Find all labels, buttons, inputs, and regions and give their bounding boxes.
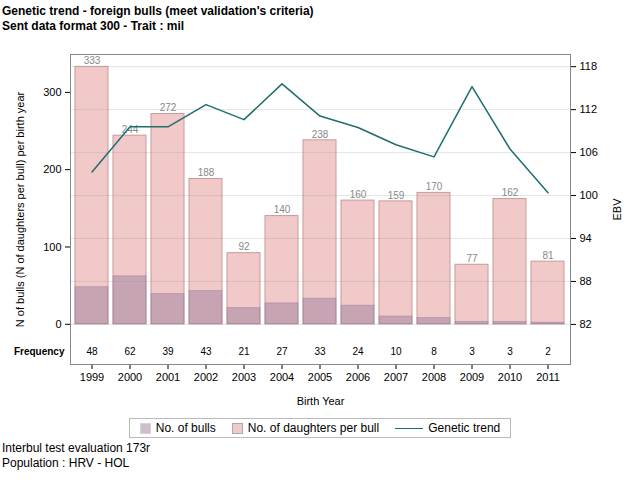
html-text:Population : HRV - HOL: Population : HRV - HOL — [2, 456, 130, 470]
html-text:Genetic trend - foreign bulls: Genetic trend - foreign bulls (meet vali… — [2, 4, 314, 18]
svg-text:118: 118 — [580, 60, 598, 72]
svg-text:62: 62 — [124, 346, 136, 357]
svg-text:2: 2 — [545, 346, 551, 357]
svg-text:48: 48 — [86, 346, 98, 357]
html-text:Interbul test evaluation 173r: Interbul test evaluation 173r — [2, 441, 151, 455]
svg-text:82: 82 — [580, 318, 592, 330]
svg-text:10: 10 — [390, 346, 402, 357]
svg-text:94: 94 — [580, 232, 592, 244]
svg-text:2003: 2003 — [232, 371, 256, 383]
html-text:No. of bulls: No. of bulls — [155, 421, 216, 435]
svg-text:170: 170 — [426, 181, 443, 192]
svg-text:3: 3 — [507, 346, 513, 357]
svg-text:100: 100 — [43, 241, 61, 253]
svg-text:2001: 2001 — [156, 371, 180, 383]
svg-text:N of bulls (N of daughters per: N of bulls (N of daughters per bull) per… — [14, 91, 26, 327]
svg-text:112: 112 — [580, 103, 598, 115]
svg-text:Birth Year: Birth Year — [297, 395, 345, 407]
svg-text:2011: 2011 — [536, 371, 560, 383]
html-text:Genetic trend: Genetic trend — [428, 421, 501, 435]
svg-text:162: 162 — [502, 187, 519, 198]
svg-text:140: 140 — [274, 204, 291, 215]
svg-text:160: 160 — [350, 189, 367, 200]
svg-text:333: 333 — [84, 55, 101, 66]
svg-text:27: 27 — [276, 346, 288, 357]
svg-text:33: 33 — [314, 346, 326, 357]
svg-text:106: 106 — [580, 146, 598, 158]
svg-text:2005: 2005 — [308, 371, 332, 383]
svg-text:2002: 2002 — [194, 371, 218, 383]
svg-text:159: 159 — [387, 189, 405, 201]
svg-text:39: 39 — [162, 346, 174, 357]
svg-text:Frequency: Frequency — [14, 346, 65, 357]
svg-text:2006: 2006 — [346, 371, 370, 383]
svg-text:2009: 2009 — [460, 371, 484, 383]
html-text:Sent data format 300 - Trait :: Sent data format 300 - Trait : mil — [2, 19, 184, 33]
svg-text:238: 238 — [312, 129, 329, 140]
svg-text:21: 21 — [238, 346, 250, 357]
svg-text:24: 24 — [352, 346, 364, 357]
svg-text:2000: 2000 — [118, 371, 142, 383]
svg-text:200: 200 — [43, 163, 61, 175]
svg-text:43: 43 — [200, 346, 212, 357]
svg-text:EBV: EBV — [611, 198, 623, 221]
svg-text:88: 88 — [580, 275, 592, 287]
svg-text:92: 92 — [238, 241, 250, 252]
svg-text:188: 188 — [198, 167, 215, 178]
svg-text:1999: 1999 — [80, 371, 104, 383]
svg-text:3: 3 — [469, 346, 475, 357]
html-text:No. of daughters per bull: No. of daughters per bull — [247, 421, 380, 435]
svg-text:272: 272 — [160, 102, 177, 113]
svg-text:300: 300 — [43, 86, 61, 98]
svg-text:100: 100 — [580, 189, 598, 201]
svg-text:2004: 2004 — [270, 371, 294, 383]
svg-text:8: 8 — [431, 346, 437, 357]
svg-text:2007: 2007 — [384, 371, 408, 383]
svg-text:2010: 2010 — [498, 371, 522, 383]
svg-text:77: 77 — [466, 253, 478, 264]
svg-text:81: 81 — [542, 250, 554, 261]
svg-text:2008: 2008 — [422, 371, 446, 383]
svg-text:0: 0 — [55, 318, 61, 330]
svg-text:244: 244 — [121, 123, 139, 135]
